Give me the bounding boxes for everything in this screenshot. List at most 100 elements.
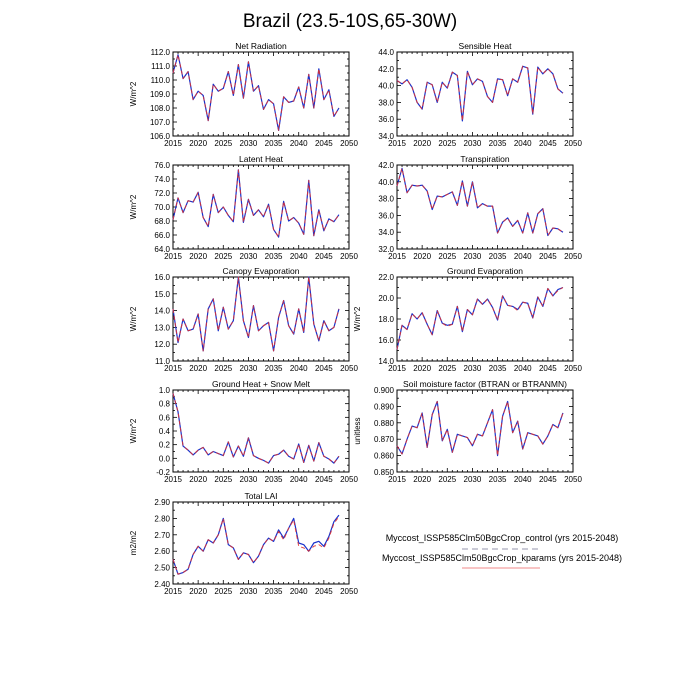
- y-tick-label: 40.0: [378, 178, 394, 187]
- y-tick-label: 0.4: [159, 427, 171, 436]
- x-tick-label: 2045: [539, 252, 557, 261]
- x-tick-label: 2030: [464, 252, 482, 261]
- plot-frame: [396, 164, 574, 250]
- y-tick-label: 107.0: [150, 118, 171, 127]
- x-tick-label: 2040: [290, 364, 308, 373]
- x-tick-label: 2020: [413, 252, 431, 261]
- legend-kparams-label: Myccost_ISSP585Clm50BgcCrop_kparams (yrs…: [382, 553, 622, 563]
- panel-soil-moisture-factor-btran-or-btranmn: Soil moisture factor (BTRAN or BTRANMN) u…: [353, 379, 582, 484]
- y-tick-label: 66.0: [154, 231, 170, 240]
- y-tick-label: 20.0: [378, 294, 394, 303]
- x-tick-label: 2040: [290, 139, 308, 148]
- series-line-control: [396, 65, 564, 122]
- series-line-kparams: [396, 400, 564, 457]
- panel-total-lai: Total LAI m2/m2 2015 2020 2025 2030 2035 2040 20…: [129, 491, 358, 596]
- x-tick-label: 2015: [388, 139, 406, 148]
- y-tick-label: 0.850: [374, 468, 395, 477]
- y-tick-label: 2.40: [154, 580, 170, 589]
- x-tick-label: 2050: [340, 252, 358, 261]
- panel-title: Total LAI: [244, 491, 277, 501]
- series-line-kparams: [396, 65, 564, 122]
- panel-title: Latent Heat: [239, 154, 284, 164]
- y-tick-label: 32.0: [378, 245, 394, 254]
- y-tick-label: 2.50: [154, 564, 170, 573]
- series-line-kparams: [172, 393, 340, 464]
- y-tick-label: 64.0: [154, 245, 170, 254]
- series-line-control: [172, 514, 340, 575]
- x-tick-label: 2040: [290, 587, 308, 596]
- panel-latent-heat: Latent Heat W/m^2 2015 2020 2025 2030 2035 2040…: [129, 154, 358, 261]
- y-tick-label: 18.0: [378, 315, 394, 324]
- y-tick-label: 68.0: [154, 217, 170, 226]
- y-tick-label: 11.0: [155, 357, 171, 366]
- y-tick-label: 0.6: [159, 413, 171, 422]
- panel-ground-evaporation: Ground Evaporation W/m^2 2015 2020 2025 2030 2…: [353, 266, 582, 373]
- y-tick-label: 76.0: [154, 161, 170, 170]
- x-tick-label: 2040: [514, 139, 532, 148]
- x-tick-label: 2045: [315, 364, 333, 373]
- y-tick-label: 42.0: [378, 65, 394, 74]
- plot-frame: [172, 501, 350, 585]
- x-tick-label: 2015: [388, 252, 406, 261]
- series-line-kparams: [172, 516, 340, 575]
- x-tick-label: 2050: [564, 252, 582, 261]
- y-tick-label: 1.0: [159, 386, 171, 395]
- x-tick-label: 2035: [489, 139, 507, 148]
- y-tick-label: 2.70: [154, 531, 170, 540]
- x-tick-label: 2025: [214, 475, 232, 484]
- series-line-kparams: [172, 276, 340, 352]
- y-tick-label: 110.0: [151, 76, 171, 85]
- y-tick-label: 36.0: [378, 211, 394, 220]
- x-tick-label: 2025: [214, 587, 232, 596]
- x-tick-label: 2020: [189, 364, 207, 373]
- x-tick-label: 2035: [265, 364, 283, 373]
- y-tick-label: 15.0: [154, 290, 170, 299]
- y-tick-label: 109.0: [150, 90, 171, 99]
- x-tick-label: 2045: [539, 364, 557, 373]
- x-tick-label: 2030: [240, 252, 258, 261]
- panels: Net Radiation W/m^2 2015 2020 2025 2030 2035 20…: [129, 41, 582, 596]
- x-tick-label: 2015: [164, 587, 182, 596]
- y-tick-label: 36.0: [378, 115, 394, 124]
- x-tick-label: 2020: [189, 139, 207, 148]
- y-tick-label: 0.860: [374, 452, 395, 461]
- x-tick-label: 2045: [315, 139, 333, 148]
- panel-ground-heat-snow-melt: Ground Heat + Snow Melt W/m^2 2015 2020 2025…: [129, 379, 358, 484]
- series-line-kparams: [172, 54, 340, 131]
- y-tick-label: 16.0: [378, 336, 394, 345]
- y-axis-label: m2/m2: [129, 530, 138, 555]
- x-tick-label: 2015: [164, 364, 182, 373]
- panel-title: Ground Heat + Snow Melt: [212, 379, 311, 389]
- y-tick-label: 106.0: [150, 132, 171, 141]
- series-line-kparams: [172, 169, 340, 238]
- x-tick-label: 2035: [265, 139, 283, 148]
- figure-title: Brazil (23.5-10S,65-30W): [243, 11, 457, 32]
- x-tick-label: 2015: [388, 364, 406, 373]
- panel-title: Ground Evaporation: [447, 266, 523, 276]
- x-tick-label: 2045: [315, 252, 333, 261]
- y-axis-label: W/m^2: [129, 306, 138, 331]
- y-axis-label: W/m^2: [129, 194, 138, 219]
- y-tick-label: 74.0: [154, 175, 170, 184]
- panel-title: Soil moisture factor (BTRAN or BTRANMN): [403, 379, 567, 389]
- x-tick-label: 2030: [240, 475, 258, 484]
- series-line-control: [172, 393, 340, 464]
- series-line-control: [396, 400, 564, 457]
- y-tick-label: 40.0: [378, 82, 394, 91]
- x-tick-label: 2025: [438, 364, 456, 373]
- plot-frame: [396, 51, 574, 137]
- y-tick-label: 2.80: [154, 514, 170, 523]
- y-tick-label: 34.0: [378, 132, 394, 141]
- x-tick-label: 2025: [214, 252, 232, 261]
- y-tick-label: 0.870: [374, 435, 395, 444]
- x-tick-label: 2045: [315, 587, 333, 596]
- y-tick-label: 2.60: [154, 547, 170, 556]
- x-tick-label: 2050: [340, 475, 358, 484]
- y-tick-label: 14.0: [378, 357, 394, 366]
- panel-canopy-evaporation: Canopy Evaporation W/m^2 2015 2020 2025 2030 2…: [129, 266, 358, 373]
- y-tick-label: 0.880: [374, 419, 395, 428]
- panel-title: Sensible Heat: [459, 41, 513, 51]
- y-axis-label: W/m^2: [129, 81, 138, 106]
- x-tick-label: 2020: [413, 139, 431, 148]
- y-tick-label: 0.0: [159, 454, 171, 463]
